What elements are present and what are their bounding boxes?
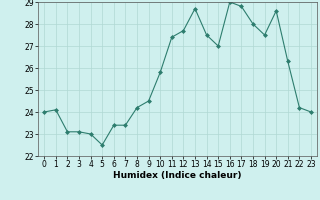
X-axis label: Humidex (Indice chaleur): Humidex (Indice chaleur) (113, 171, 242, 180)
